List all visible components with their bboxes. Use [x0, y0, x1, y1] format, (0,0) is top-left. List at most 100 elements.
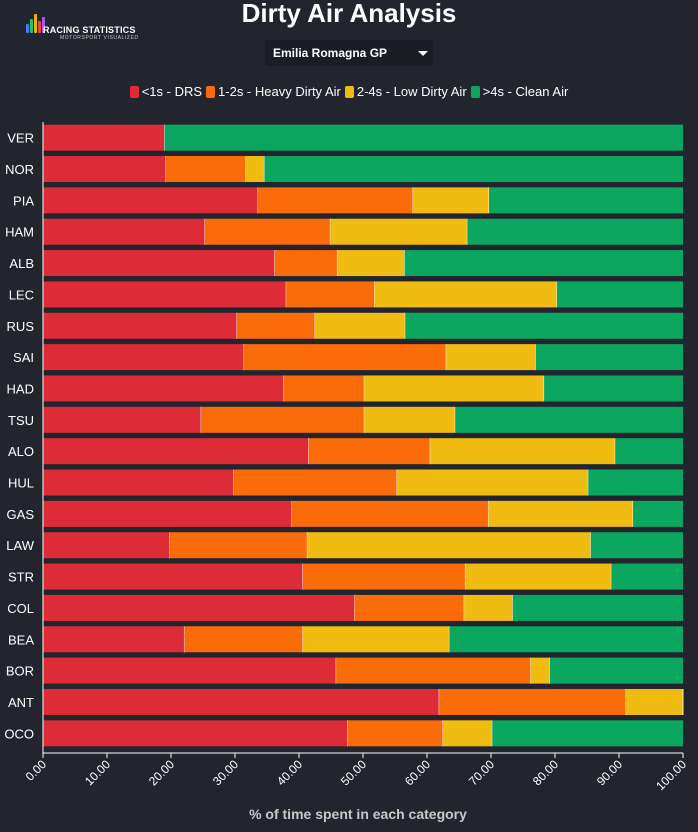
bar-segment [274, 250, 338, 277]
bar-segment [590, 532, 683, 559]
legend-item-2[interactable]: 2-4s - Low Dirty Air [344, 84, 467, 99]
y-tick-label: OCO [4, 726, 34, 741]
bar-segment [236, 312, 315, 339]
bar-segment [43, 532, 170, 559]
bar-segment [201, 406, 365, 433]
y-tick-label: SAI [13, 350, 34, 365]
bar-segment [164, 124, 684, 151]
bar-segment [204, 218, 331, 245]
racing-statistics-logo: RACING STATISTICS MOTORSPORT VISUALIZED [26, 11, 156, 41]
bar-segment [165, 156, 246, 183]
bar-segment [43, 281, 287, 308]
bar-segment [233, 469, 397, 496]
y-tick-label: ALO [8, 444, 34, 459]
bar-segment [43, 657, 337, 684]
legend-item-0[interactable]: <1s - DRS [129, 84, 203, 99]
legend-label: <1s - DRS [141, 84, 203, 99]
legend-swatch [206, 86, 216, 98]
bar-segment [347, 720, 443, 747]
bar-segment [315, 312, 406, 339]
bar-segment [336, 657, 531, 684]
bar-segment [404, 250, 683, 277]
bar-segment [465, 563, 612, 590]
legend-swatch [129, 86, 139, 98]
page-title: Dirty Air Analysis [241, 0, 457, 28]
bar-segment [488, 500, 634, 527]
bar-segment [615, 438, 683, 465]
y-tick-label: RUS [7, 319, 35, 334]
bar-segment [43, 500, 292, 527]
bar-segment [283, 375, 365, 402]
bar-segment [535, 344, 683, 371]
bar-segment [439, 688, 627, 715]
bar-segment [330, 218, 468, 245]
race-select-dropdown[interactable]: Emilia Romagna GP [265, 40, 433, 66]
x-tick-label: 60.00 [402, 757, 433, 788]
y-tick-label: LAW [6, 538, 34, 553]
legend-swatch [344, 86, 354, 98]
bar-segment [412, 187, 490, 214]
bar-segment [337, 250, 405, 277]
bar-segment [286, 281, 375, 308]
bar-segment [430, 438, 616, 465]
bar-segment [291, 500, 489, 527]
y-tick-label: LEC [9, 287, 34, 302]
x-tick-label: 0.00 [23, 757, 50, 784]
bar-segment [243, 344, 447, 371]
bar-segment [364, 375, 545, 402]
y-tick-label: NOR [5, 162, 34, 177]
bar-segment [264, 156, 683, 183]
bar-segment [489, 187, 683, 214]
bar-segment [633, 500, 683, 527]
chart-legend: <1s - DRS 1-2s - Heavy Dirty Air 2-4s - Lo… [0, 84, 698, 99]
y-tick-label: ANT [8, 695, 34, 710]
bar-segment [549, 657, 683, 684]
bar-segment [512, 594, 683, 621]
bar-segment [184, 626, 303, 653]
x-tick-label: 50.00 [338, 757, 369, 788]
legend-item-3[interactable]: >4s - Clean Air [470, 84, 568, 99]
x-tick-label: 80.00 [530, 757, 561, 788]
bar-segment [626, 688, 683, 715]
y-tick-label: BEA [8, 632, 34, 647]
bar-segment [43, 563, 303, 590]
bar-segment [455, 406, 683, 433]
y-tick-label: GAS [7, 507, 35, 522]
y-tick-label: HAM [5, 225, 34, 240]
bar-segment [302, 563, 466, 590]
x-tick-label: 100.00 [653, 757, 689, 793]
legend-label: 2-4s - Low Dirty Air [356, 84, 467, 99]
bar-segment [307, 532, 591, 559]
bar-segment [492, 720, 683, 747]
bar-segment [43, 124, 165, 151]
bar-segment [405, 312, 683, 339]
bar-segment [43, 720, 348, 747]
bar-segment [464, 594, 513, 621]
x-tick-label: 30.00 [210, 757, 241, 788]
bar-segment [43, 156, 166, 183]
x-tick-label: 10.00 [82, 757, 113, 788]
bar-segment [43, 438, 309, 465]
y-tick-label: BOR [6, 664, 34, 679]
x-axis-title: % of time spent in each category [249, 806, 467, 822]
x-tick-label: 70.00 [466, 757, 497, 788]
bar-segment [374, 281, 557, 308]
bar-segment [308, 438, 431, 465]
race-select-value: Emilia Romagna GP [273, 46, 388, 60]
bar-segment [43, 250, 275, 277]
bar-segment [43, 594, 355, 621]
bar-segment [544, 375, 683, 402]
bar-segment [556, 281, 683, 308]
bar-segment [169, 532, 308, 559]
y-tick-label: HAD [7, 381, 34, 396]
bar-segment [43, 375, 284, 402]
legend-swatch [470, 86, 480, 98]
bar-segment [43, 469, 234, 496]
bar-segment [446, 344, 536, 371]
legend-item-1[interactable]: 1-2s - Heavy Dirty Air [206, 84, 341, 99]
bar-segment [396, 469, 589, 496]
bar-segment [43, 406, 202, 433]
bar-segment [354, 594, 465, 621]
y-tick-label: VER [7, 131, 34, 146]
